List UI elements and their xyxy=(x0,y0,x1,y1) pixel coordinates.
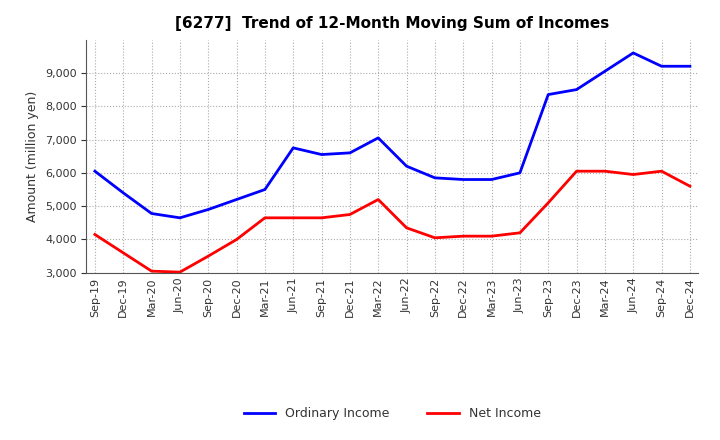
Ordinary Income xyxy=(487,177,496,182)
Ordinary Income xyxy=(629,50,637,55)
Net Income xyxy=(261,215,269,220)
Net Income xyxy=(629,172,637,177)
Net Income xyxy=(572,169,581,174)
Net Income xyxy=(346,212,354,217)
Ordinary Income xyxy=(685,64,694,69)
Ordinary Income xyxy=(572,87,581,92)
Legend: Ordinary Income, Net Income: Ordinary Income, Net Income xyxy=(238,400,546,426)
Y-axis label: Amount (million yen): Amount (million yen) xyxy=(27,91,40,222)
Line: Ordinary Income: Ordinary Income xyxy=(95,53,690,218)
Net Income xyxy=(685,183,694,189)
Ordinary Income xyxy=(374,135,382,140)
Net Income xyxy=(318,215,326,220)
Ordinary Income xyxy=(544,92,552,97)
Net Income xyxy=(431,235,439,240)
Ordinary Income xyxy=(431,175,439,180)
Ordinary Income xyxy=(516,170,524,176)
Title: [6277]  Trend of 12-Month Moving Sum of Incomes: [6277] Trend of 12-Month Moving Sum of I… xyxy=(175,16,610,32)
Ordinary Income xyxy=(119,190,127,195)
Net Income xyxy=(176,269,184,275)
Net Income xyxy=(204,253,212,259)
Net Income xyxy=(374,197,382,202)
Net Income xyxy=(600,169,609,174)
Ordinary Income xyxy=(289,145,297,150)
Net Income xyxy=(402,225,411,231)
Net Income xyxy=(459,234,467,239)
Ordinary Income xyxy=(91,169,99,174)
Ordinary Income xyxy=(176,215,184,220)
Net Income xyxy=(148,268,156,274)
Ordinary Income xyxy=(261,187,269,192)
Net Income xyxy=(119,250,127,256)
Net Income xyxy=(544,200,552,205)
Net Income xyxy=(516,230,524,235)
Ordinary Income xyxy=(204,207,212,212)
Net Income xyxy=(233,237,241,242)
Net Income xyxy=(657,169,666,174)
Ordinary Income xyxy=(346,150,354,155)
Ordinary Income xyxy=(318,152,326,157)
Ordinary Income xyxy=(459,177,467,182)
Net Income xyxy=(91,232,99,237)
Ordinary Income xyxy=(657,64,666,69)
Ordinary Income xyxy=(600,69,609,74)
Ordinary Income xyxy=(402,164,411,169)
Ordinary Income xyxy=(233,197,241,202)
Net Income xyxy=(487,234,496,239)
Net Income xyxy=(289,215,297,220)
Ordinary Income xyxy=(148,211,156,216)
Line: Net Income: Net Income xyxy=(95,171,690,272)
